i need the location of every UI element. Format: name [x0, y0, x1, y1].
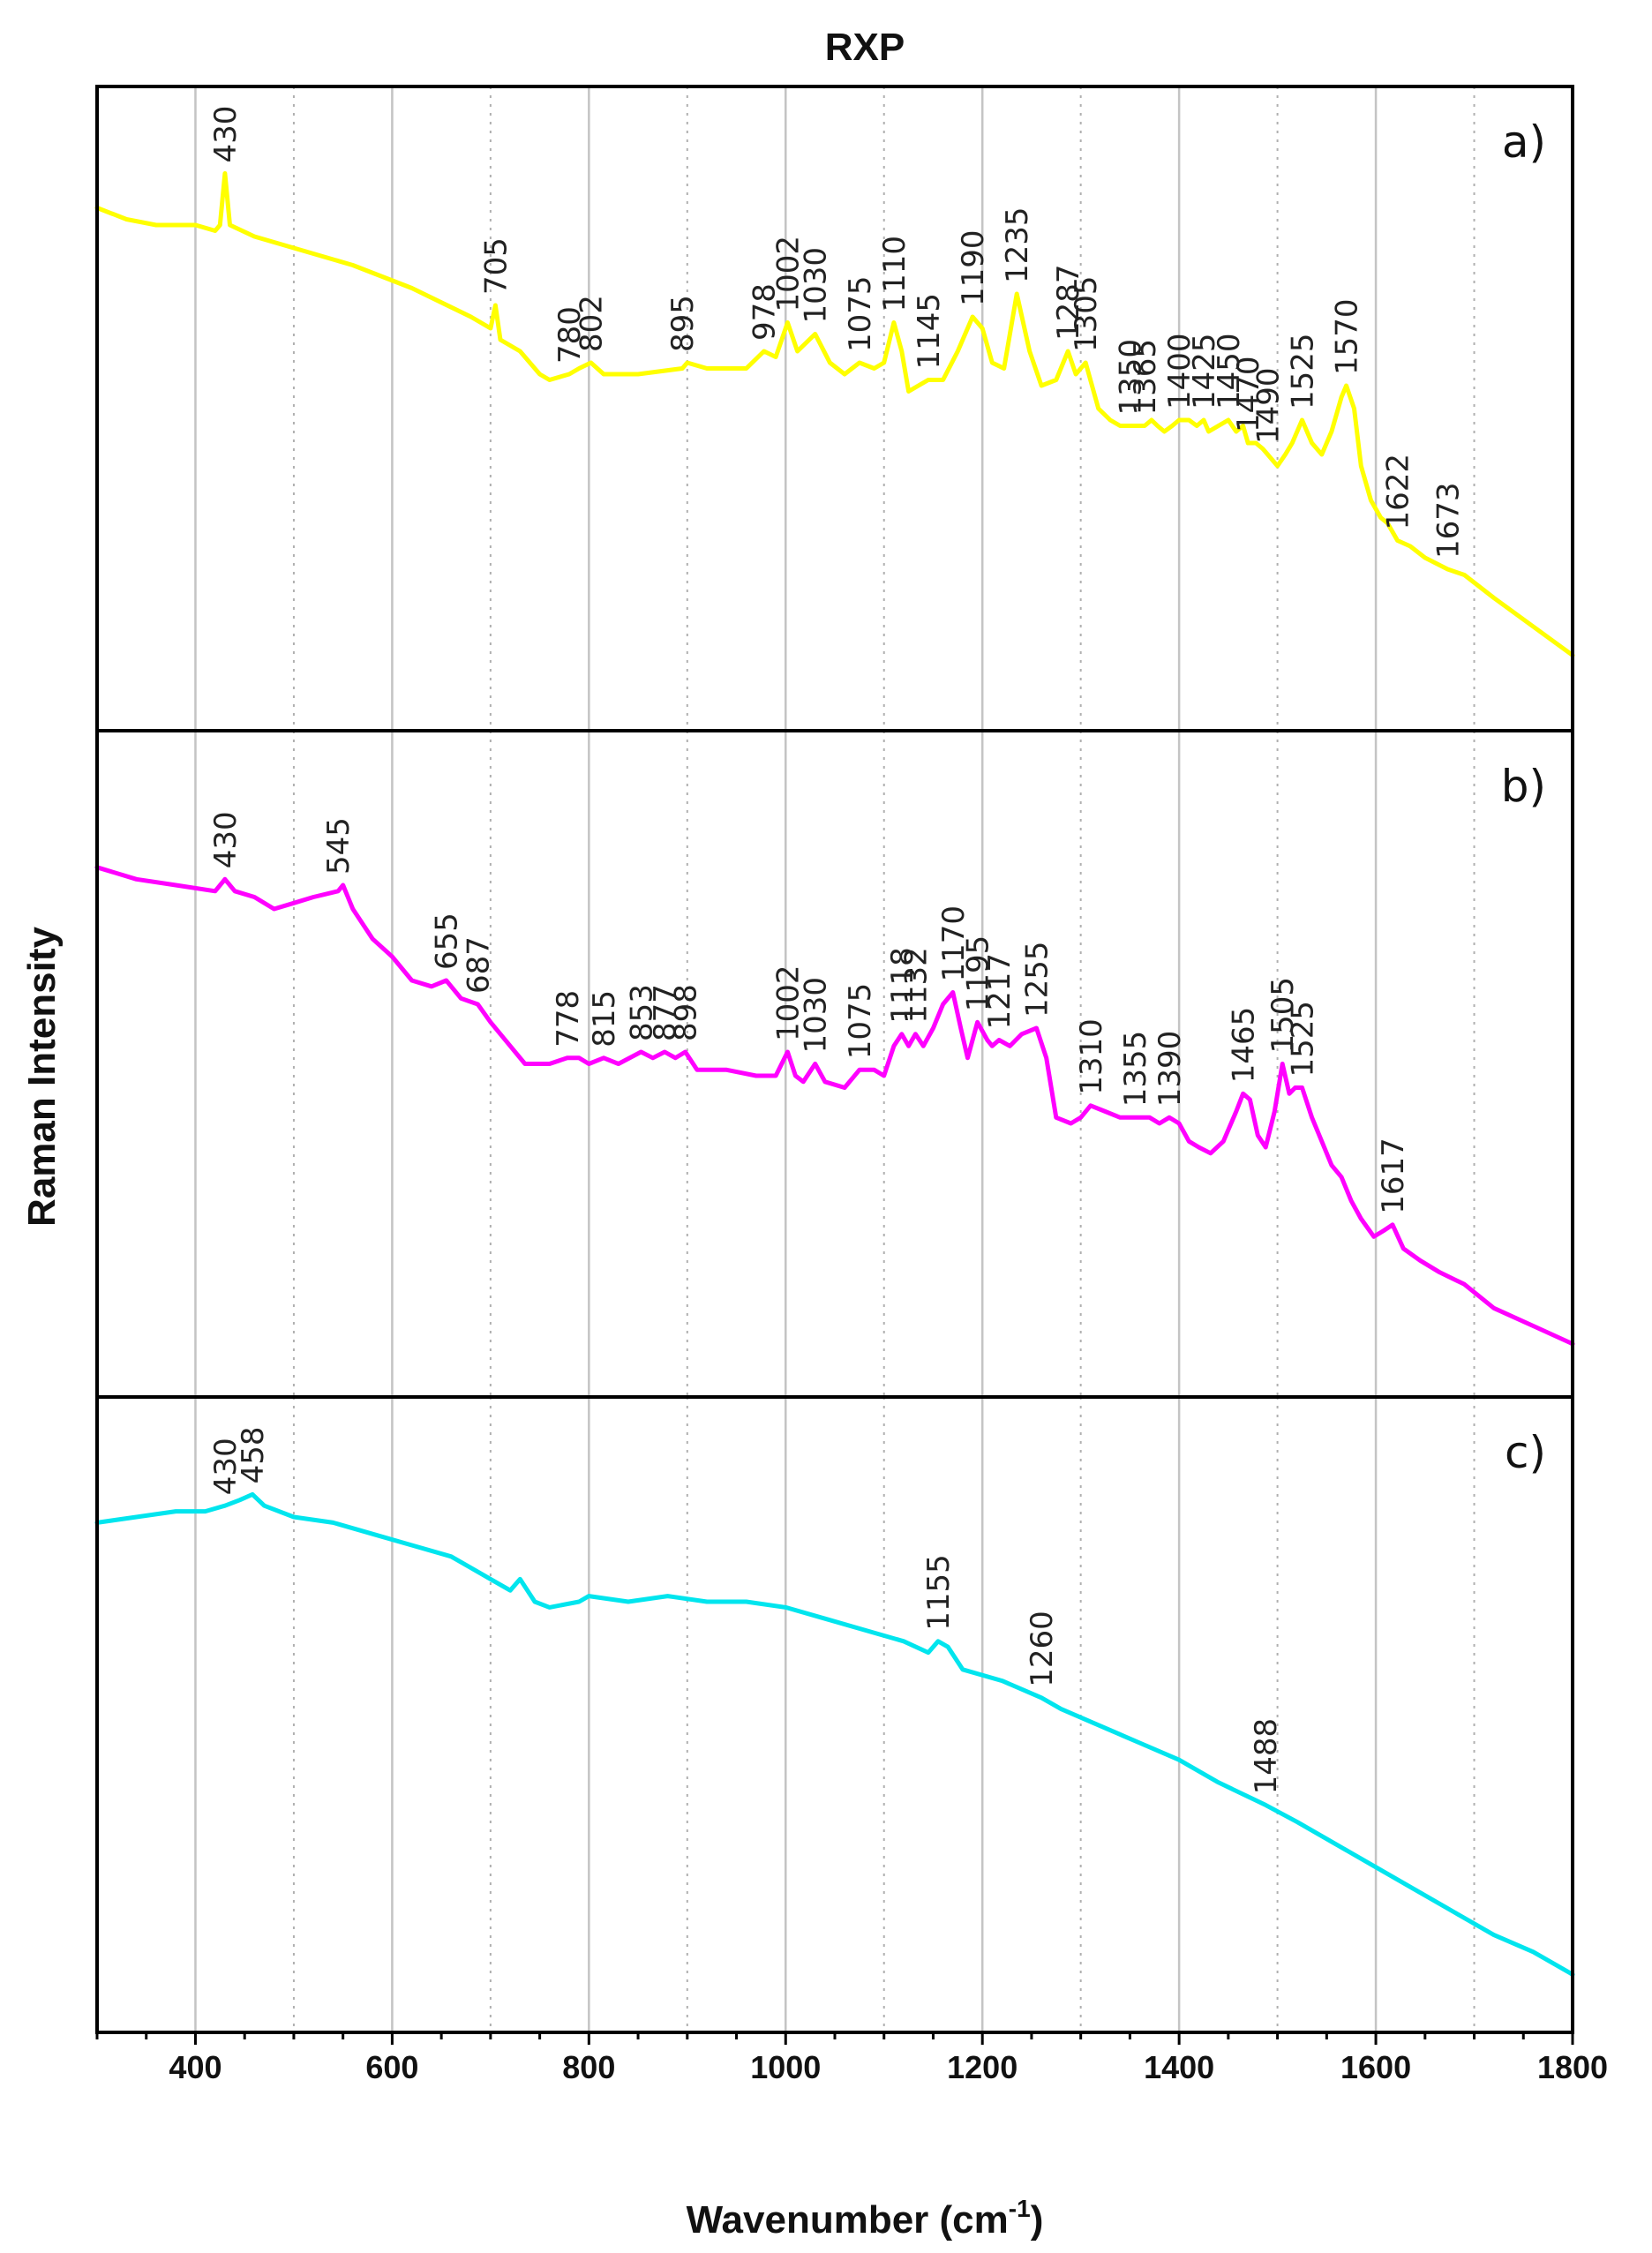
peak-label: 1525: [1285, 1001, 1320, 1078]
y-axis-label: Raman Intensity: [20, 927, 64, 1227]
panel-frame: [95, 1395, 1574, 2034]
peak-label: 545: [321, 817, 357, 875]
peak-label: 778: [551, 990, 586, 1048]
spectrum-line: [94, 171, 1575, 657]
panel-label: b): [1501, 761, 1546, 812]
peak-label: 1110: [877, 236, 912, 312]
peak-label: 430: [208, 106, 244, 163]
peak-label: 1350: [1113, 339, 1148, 416]
peak-label: 1030: [799, 977, 834, 1054]
peak-label: 1505: [1265, 977, 1301, 1054]
peak-label: 687: [461, 936, 496, 994]
x-tick-label: 1600: [1340, 2049, 1411, 2085]
peak-label: 1132: [898, 947, 934, 1024]
x-tick-label: 1400: [1144, 2049, 1214, 2085]
peak-label: 1030: [799, 247, 834, 324]
peak-label: 1235: [1000, 207, 1035, 283]
chart-title: RXP: [825, 26, 905, 69]
peak-label: 1155: [921, 1554, 957, 1631]
peak-label: 430: [208, 1438, 244, 1495]
x-ticks: 400 600 800 1000 1200 1400 1600 1800: [95, 2032, 1608, 2085]
peak-label: 1425: [1187, 333, 1222, 409]
peak-label: 1400: [1162, 333, 1198, 409]
x-axis-label-main: Wavenumber (cm: [687, 2198, 1009, 2242]
x-tick-label: 1800: [1537, 2049, 1608, 2085]
x-tick-label: 800: [562, 2049, 615, 2085]
x-axis-label-close: ): [1031, 2198, 1044, 2242]
peak-label: 1002: [770, 965, 806, 1041]
peak-label: 1075: [843, 983, 878, 1060]
peak-label: 1118: [885, 947, 920, 1024]
peak-label: 1170: [936, 905, 972, 982]
peak-label: 1305: [1069, 275, 1104, 352]
peak-label: 1450: [1212, 333, 1247, 409]
peak-label: 1488: [1249, 1718, 1284, 1795]
panel-label: c): [1505, 1427, 1546, 1478]
x-tick-label: 400: [169, 2049, 222, 2085]
x-tick-label: 1200: [947, 2049, 1017, 2085]
peak-label: 1310: [1074, 1018, 1109, 1095]
peak-label: 1570: [1330, 298, 1365, 375]
peak-label: 1622: [1381, 454, 1416, 530]
peak-label: 853: [624, 984, 659, 1041]
peak-label: 1390: [1153, 1031, 1188, 1108]
peak-label: 1465: [1227, 1007, 1262, 1084]
peak-label: 1002: [770, 236, 806, 312]
peak-label: 705: [478, 237, 514, 295]
peak-label: 1287: [1051, 264, 1086, 341]
peak-label: 1217: [982, 953, 1017, 1030]
peak-label: 1145: [912, 293, 947, 370]
peak-label: 1355: [1118, 1031, 1153, 1108]
panel-frame: [95, 85, 1574, 732]
peak-label: 430: [208, 811, 244, 868]
peak-label: 780: [552, 306, 588, 364]
peak-label: 1195: [961, 935, 996, 1012]
peak-label: 1617: [1376, 1138, 1411, 1214]
peak-label: 978: [747, 283, 783, 341]
peak-label: 1075: [843, 275, 878, 352]
peak-label: 1260: [1025, 1611, 1060, 1687]
peak-label: 1490: [1250, 367, 1286, 444]
x-tick-label: 600: [365, 2049, 418, 2085]
x-axis-label-superscript: -1: [1009, 2195, 1031, 2222]
peak-label: 1673: [1430, 482, 1466, 559]
spectrum-line: [94, 1491, 1575, 1977]
panel-label: a): [1502, 116, 1546, 168]
peak-label: 877: [648, 984, 683, 1041]
x-tick-label: 1000: [750, 2049, 821, 2085]
peak-label: 815: [587, 990, 622, 1048]
peak-label: 895: [665, 295, 701, 352]
peak-label: 655: [430, 912, 465, 970]
peak-label: 802: [574, 295, 610, 352]
peak-label: 458: [236, 1426, 271, 1483]
peak-label: 1255: [1020, 941, 1055, 1018]
spectrum-line: [94, 865, 1575, 1347]
x-axis-label: Wavenumber (cm-1): [687, 2195, 1044, 2242]
peak-label: 898: [669, 984, 704, 1041]
peak-label: 1470: [1231, 356, 1266, 432]
peak-label: 1190: [956, 229, 991, 306]
panel-frame: [95, 729, 1574, 1399]
peak-label: 1525: [1285, 333, 1320, 409]
peak-label: 1365: [1128, 339, 1163, 416]
